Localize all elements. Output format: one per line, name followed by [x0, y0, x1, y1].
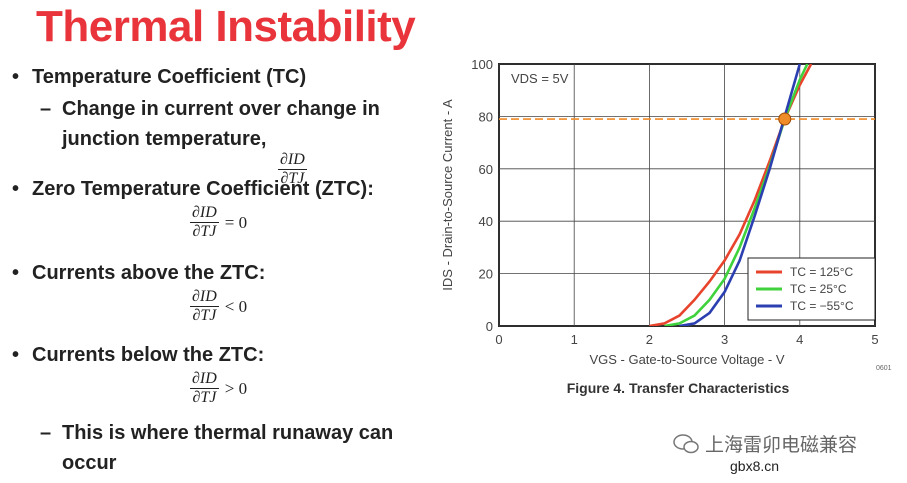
bullet: Temperature Coefficient (TC)	[12, 62, 432, 92]
legend-label: TC = 25°C	[790, 282, 847, 296]
y-tick-label: 80	[479, 109, 493, 124]
bullet: Currents above the ZTC:∂ID∂TJ< 0	[12, 258, 432, 325]
formula: ∂ID ∂TJ > 0	[190, 370, 432, 407]
bullet-text: Currents above the ZTC:	[32, 262, 266, 284]
fraction: ∂ID ∂TJ	[190, 204, 219, 241]
ztc-point	[778, 112, 792, 126]
bullet: Currents below the ZTC:∂ID∂TJ> 0	[12, 340, 432, 407]
formula: ∂ID ∂TJ = 0	[190, 204, 432, 241]
watermark-name: 上海雷卯电磁兼容	[705, 434, 857, 456]
figure-code: 0601	[876, 365, 892, 372]
denominator: ∂TJ	[192, 389, 217, 406]
y-tick-label: 60	[479, 162, 493, 177]
bullet-text: Change in current over change in junctio…	[62, 98, 380, 150]
x-tick-label: 1	[571, 332, 578, 347]
series-line	[679, 64, 802, 326]
y-tick-label: 20	[479, 267, 493, 282]
y-tick-label: 40	[479, 214, 493, 229]
fraction: ∂ID ∂TJ	[190, 288, 219, 325]
x-tick-label: 5	[871, 332, 878, 347]
bullet: Zero Temperature Coefficient (ZTC): ∂ID∂T…	[12, 174, 432, 241]
x-tick-label: 3	[721, 332, 728, 347]
y-axis-label: IDS - Drain-to-Source Current - A	[440, 99, 455, 291]
slide-title: Thermal Instability	[36, 2, 416, 51]
bullet-text: Currents below the ZTC:	[32, 344, 265, 366]
relation: < 0	[224, 296, 248, 316]
bullet-text: This is where thermal runaway can occur	[62, 422, 394, 474]
x-axis-label: VGS - Gate-to-Source Voltage - V	[589, 352, 784, 367]
numerator: ∂ID	[190, 204, 219, 223]
numerator: ∂ID	[190, 370, 219, 389]
y-tick-label: 100	[471, 57, 493, 72]
formula: ∂ID ∂TJ < 0	[190, 288, 432, 325]
bullet-text: Zero Temperature Coefficient (ZTC):	[32, 178, 374, 200]
denominator: ∂TJ	[192, 307, 217, 324]
legend-label: TC = −55°C	[790, 299, 854, 313]
series-line	[664, 64, 809, 326]
watermark-site: gbx8.cn	[730, 458, 779, 474]
legend-label: TC = 125°C	[790, 265, 853, 279]
denominator: ∂TJ	[192, 223, 217, 240]
fraction: ∂ID ∂TJ	[190, 370, 219, 407]
bullet: This is where thermal runaway can occur	[40, 418, 440, 478]
annotation: VDS = 5V	[511, 71, 569, 86]
bullet-text: Temperature Coefficient (TC)	[32, 66, 307, 88]
numerator: ∂ID	[278, 151, 307, 171]
numerator: ∂ID	[190, 288, 219, 307]
wechat-icon	[673, 434, 699, 454]
relation: = 0	[224, 212, 248, 232]
figure-caption: Figure 4. Transfer Characteristics	[567, 380, 790, 396]
x-tick-label: 2	[646, 332, 653, 347]
relation: > 0	[224, 378, 248, 398]
y-tick-label: 0	[486, 319, 493, 334]
x-tick-label: 4	[796, 332, 803, 347]
x-tick-label: 0	[495, 332, 502, 347]
